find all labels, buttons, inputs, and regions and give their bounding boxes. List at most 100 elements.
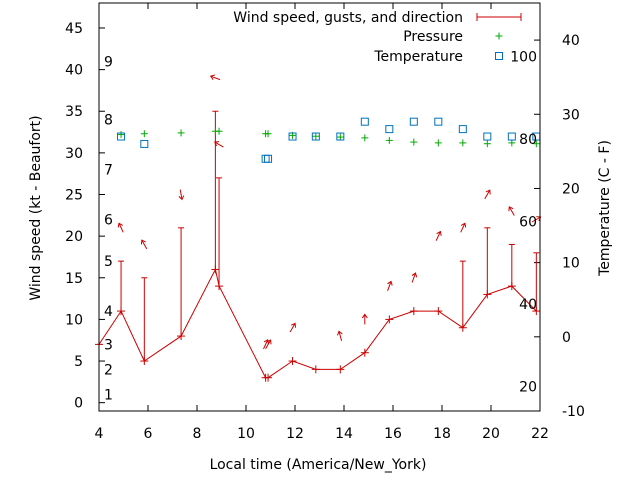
- arrow-shaft: [141, 239, 148, 250]
- pressure-point: [264, 130, 272, 138]
- arrow-shaft: [508, 206, 515, 216]
- temperature-point: [336, 132, 345, 141]
- legend-label-temperature: Temperature: [373, 49, 463, 65]
- wind-speed-point: [483, 290, 492, 299]
- wind-speed-point: [177, 332, 186, 341]
- arrow-head: [140, 239, 146, 245]
- pressure-point: [177, 129, 185, 137]
- beaufort-label: 7: [104, 163, 113, 179]
- pressure-point: [532, 140, 540, 148]
- wind-direction-arrow: [117, 222, 124, 233]
- wind-speed-point: [288, 357, 297, 366]
- x-tick-label: 10: [237, 426, 255, 442]
- y-left-tick-label: 40: [65, 63, 83, 79]
- wind-speed-line: [98, 267, 537, 379]
- temperature-point: [288, 132, 297, 141]
- pressure-point: [336, 133, 344, 141]
- beaufort-label: 9: [104, 54, 113, 70]
- temperature-point: [117, 132, 126, 141]
- beaufort-label: 1: [104, 387, 113, 403]
- y-right-tick-label: 20: [562, 181, 580, 197]
- tick-labels: 4 6 8 10 12 14 16 18 20 22051015202530354045-1001…: [65, 21, 585, 442]
- beaufort-label: 4: [104, 304, 113, 320]
- arrow-head: [263, 339, 269, 345]
- arrow-shaft: [179, 189, 183, 200]
- wind-direction-arrow: [337, 330, 343, 342]
- temperature-point: [409, 117, 418, 126]
- temperature-point: [264, 154, 273, 163]
- series-layer: [95, 110, 541, 382]
- wind-speed-point: [117, 307, 126, 316]
- tick-marks: [98, 3, 541, 412]
- arrow-shaft: [214, 141, 224, 148]
- y-left-tick-label: 10: [65, 312, 83, 328]
- legend-samples: [476, 13, 522, 60]
- wind-direction-arrow: [209, 74, 221, 81]
- y-right-tick-label: 30: [562, 107, 580, 123]
- y-left-tick-label: 25: [65, 188, 83, 204]
- legend-label-pressure: Pressure: [403, 29, 463, 45]
- pressure-point: [459, 139, 467, 147]
- y-left-tick-label: 35: [65, 104, 83, 120]
- arrow-shaft: [411, 272, 416, 283]
- temperature-point: [360, 117, 369, 126]
- wind-direction-arrows: [117, 74, 542, 350]
- wind-direction-arrow: [508, 206, 515, 216]
- x-tick-label: 8: [193, 426, 202, 442]
- y-left-tick-label: 45: [65, 21, 83, 37]
- wind-direction-arrow: [435, 230, 442, 241]
- beaufort-label: 2: [104, 362, 113, 378]
- x-tick-label: 20: [482, 426, 500, 442]
- legend-label-wind: Wind speed, gusts, and direction: [233, 10, 463, 26]
- arrow-head: [337, 330, 343, 336]
- fahrenheit-label: 80: [519, 132, 537, 148]
- arrow-head: [214, 141, 220, 147]
- plot-frame: [98, 2, 541, 412]
- x-axis-label: Local time (America/New_York): [210, 457, 427, 473]
- x-tick-label: 22: [531, 426, 549, 442]
- x-tick-label: 16: [384, 426, 402, 442]
- arrow-shaft: [118, 223, 124, 233]
- y-left-tick-label: 20: [65, 229, 83, 245]
- wind-direction-arrow: [460, 222, 467, 233]
- wind-direction-arrow: [178, 189, 185, 201]
- temperature-point: [261, 154, 270, 163]
- y-left-tick-label: 15: [65, 271, 83, 287]
- arrow-head: [485, 189, 491, 195]
- pressure-point: [140, 130, 148, 138]
- wind-speed-point: [434, 307, 443, 316]
- wind-direction-arrow: [484, 189, 491, 200]
- wind-speed-point: [532, 307, 541, 316]
- pressure-point: [361, 134, 369, 142]
- y-right-tick-label: 40: [562, 33, 580, 49]
- legend: Wind speed, gusts, and direction Pressur…: [233, 10, 522, 65]
- y-left-tick-label: 0: [74, 396, 83, 412]
- wind-direction-arrow: [265, 339, 272, 349]
- x-tick-label: 18: [433, 426, 451, 442]
- wind-speed-point: [140, 357, 149, 366]
- wind-speed-point: [336, 365, 345, 374]
- arrow-head: [178, 195, 185, 201]
- y-axis-right-label: Temperature (C - F): [597, 140, 613, 277]
- wind-speed-point: [385, 315, 394, 324]
- legend-sample-temperature: [495, 52, 503, 60]
- beaufort-label: 3: [104, 337, 113, 353]
- wind-speed-point: [311, 365, 320, 374]
- arrow-shaft: [460, 223, 466, 233]
- y-right-tick-label: 10: [562, 256, 580, 272]
- x-tick-label: 12: [286, 426, 304, 442]
- pressure-point: [483, 140, 491, 148]
- wind-direction-arrow: [361, 313, 368, 325]
- pressure-point: [434, 139, 442, 147]
- arrow-shaft: [387, 281, 392, 291]
- wind-speed-point: [507, 282, 516, 291]
- arrow-shaft: [289, 323, 296, 333]
- x-tick-label: 4: [95, 426, 104, 442]
- wind-speed-point: [409, 307, 418, 316]
- pressure-point: [312, 132, 320, 140]
- wind-direction-arrow: [411, 272, 418, 283]
- pressure-point: [410, 138, 418, 146]
- arrow-head: [387, 280, 393, 286]
- y-left-tick-label: 30: [65, 146, 83, 162]
